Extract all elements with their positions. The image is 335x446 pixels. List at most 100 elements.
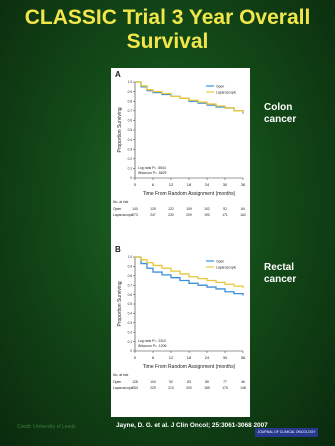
panel-a-y-tick-label: 0.3 [128,147,133,151]
panel-a-at-risk-row-label: Open [113,207,121,211]
panel-b-at-risk-value: 128 [132,380,138,384]
panel-b-y-tick-label: 0.3 [128,321,133,325]
panel-a-y-tick-label: 0.8 [128,99,133,103]
panel-b-series-laparoscopic-line [135,256,244,289]
panel-b-stat-text: Wilcoxon P= .1206 [138,344,166,348]
panel-a-at-risk-value: 140 [132,207,138,211]
panel-a-at-risk-value: 209 [186,213,192,217]
panel-a-x-tick-label: 24 [205,182,210,187]
panel-b-x-tick-label: 36 [241,355,246,360]
rectal-label-line-2: cancer [264,274,297,285]
panel-a-x-tick-label: 30 [223,182,228,187]
panel-b-x-tick-label: 24 [205,355,210,360]
panel-a-at-risk-header: No. at risk [113,200,129,204]
panel-a-y-tick-label: 0.9 [128,90,133,94]
panel-b-y-tick-label: 0.1 [128,340,133,344]
panel-b-at-risk-value: 213 [168,386,174,390]
panel-b-x-tick-label: 0 [134,355,137,360]
panel-a-x-tick-label: 36 [241,182,246,187]
citation: Jayne, D. G. et al. J Clin Oncol; 25:306… [116,422,268,429]
panel-a-y-tick-label: 0.7 [128,109,133,113]
panel-a-at-risk-value: 84 [241,207,245,211]
survival-figure: A 0 0.1 0.2 0.3 0.4 0.5 0.6 0.7 0.8 0.9 1.0 0 6 12 18 24… [111,68,250,417]
panel-b-at-risk-row-label: Laparoscopic [113,386,133,390]
panel-a-at-risk-value: 92 [223,207,227,211]
panel-b-y-tick-label: 0.4 [128,312,133,316]
panel-a-y-tick-label: 0.2 [128,157,133,161]
panel-b-x-tick-label: 12 [169,355,174,360]
panel-b-at-risk-value: 200 [186,386,192,390]
panel-a-stat-text: Log rank P= .5544 [138,166,166,170]
panel-b-y-tick-label: 0 [130,349,132,353]
colon-label-line-2: cancer [264,114,297,125]
panel-b-at-risk-value: 77 [223,380,227,384]
panel-a-y-axis-label: Proportion Surviving [117,107,123,152]
panel-b-at-risk-value: 92 [169,380,173,384]
panel-a-at-risk-value: 273 [132,213,138,217]
panel-b-letter: B [115,245,121,254]
panel-b-y-axis-label: Proportion Surviving [117,281,123,326]
panel-a-legend-label: Open [216,84,224,88]
journal-logo: JOURNAL OF CLINICAL ONCOLOGY [255,428,318,437]
panel-a-y-tick-label: 1.0 [128,80,133,84]
panel-a-y-tick-label: 0.4 [128,138,133,142]
panel-b-at-risk-value: 83 [187,380,191,384]
survival-curves-svg: A 0 0.1 0.2 0.3 0.4 0.5 0.6 0.7 0.8 0.9 1.0 0 6 12 18 24… [113,70,246,390]
panel-b-at-risk-value: 253 [132,386,138,390]
panel-b-x-tick-label: 6 [152,355,155,360]
panel-b-at-risk-value: 104 [150,380,156,384]
panel-a-at-risk-value: 162 [240,213,246,217]
panel-a-at-risk-value: 230 [168,213,174,217]
colon-label-line-1: Colon [264,102,293,113]
panel-b-at-risk-value: 175 [222,386,228,390]
panel-b-legend-label: Open [216,259,224,263]
panel-b-at-risk-row-label: Open [113,380,121,384]
panel-b-series-open-line [135,256,244,296]
panel-a-x-tick-label: 18 [187,182,192,187]
panel-a-at-risk-value: 109 [186,207,192,211]
panel-a-series-laparoscopic-line [135,81,244,113]
panel-a-at-risk-row-label: Laparoscopic [113,213,133,217]
slide-title: CLASSIC Trial 3 Year Overall Survival [24,6,311,53]
panel-b-y-tick-label: 1.0 [128,255,133,259]
panel-a-at-risk-value: 122 [168,207,174,211]
panel-b-x-tick-label: 18 [187,355,192,360]
panel-b-y-tick-label: 0.7 [128,283,133,287]
panel-b-legend-label: Laparoscopic [216,265,236,269]
panel-a-x-tick-label: 6 [152,182,155,187]
panel-b-at-risk-value: 148 [240,386,246,390]
panel-b-stat-text: Log rank P= .2310 [138,339,166,343]
panel-a-x-tick-label: 0 [134,182,137,187]
panel-a-at-risk-value: 247 [150,213,156,217]
panel-b-x-tick-label: 30 [223,355,228,360]
panel-a-legend-label: Laparoscopic [216,90,236,94]
colon-cancer-label: Colon cancer [264,102,296,126]
panel-b-y-tick-label: 0.6 [128,293,133,297]
panel-b-y-tick-label: 0.9 [128,265,133,269]
panel-a-at-risk-value: 129 [150,207,156,211]
panel-b-at-risk-value: 185 [204,386,210,390]
panel-a-y-tick-label: 0.5 [128,128,133,132]
panel-a-at-risk-value: 171 [222,213,228,217]
panel-b-y-tick-label: 0.8 [128,274,133,278]
panel-a-at-risk-value: 190 [204,213,210,217]
panel-a-y-tick-label: 0.6 [128,119,133,123]
rectal-cancer-label: Rectal cancer [264,262,296,286]
panel-b-x-axis-label: Time From Random Assignment (months) [143,364,236,370]
panel-b-at-risk-value: 46 [241,380,245,384]
panel-a-letter: A [115,70,121,79]
panel-b-at-risk-value: 85 [205,380,209,384]
panel-a-x-tick-label: 12 [169,182,174,187]
panel-b-at-risk-value: 229 [150,386,156,390]
panel-a-x-axis-label: Time From Random Assignment (months) [143,191,236,197]
panel-b-y-tick-label: 0.5 [128,302,133,306]
panel-a-at-risk-value: 102 [204,207,210,211]
panel-b-y-tick-label: 0.2 [128,330,133,334]
rectal-label-line-1: Rectal [264,262,295,273]
panel-a-y-tick-label: 0 [130,176,132,180]
panel-a-stat-text: Wilcoxon P= .5629 [138,171,166,175]
panel-b-at-risk-header: No. at risk [113,373,129,377]
panel-a-y-tick-label: 0.1 [128,167,133,171]
image-credit: Credit: University of Leeds [17,424,76,430]
